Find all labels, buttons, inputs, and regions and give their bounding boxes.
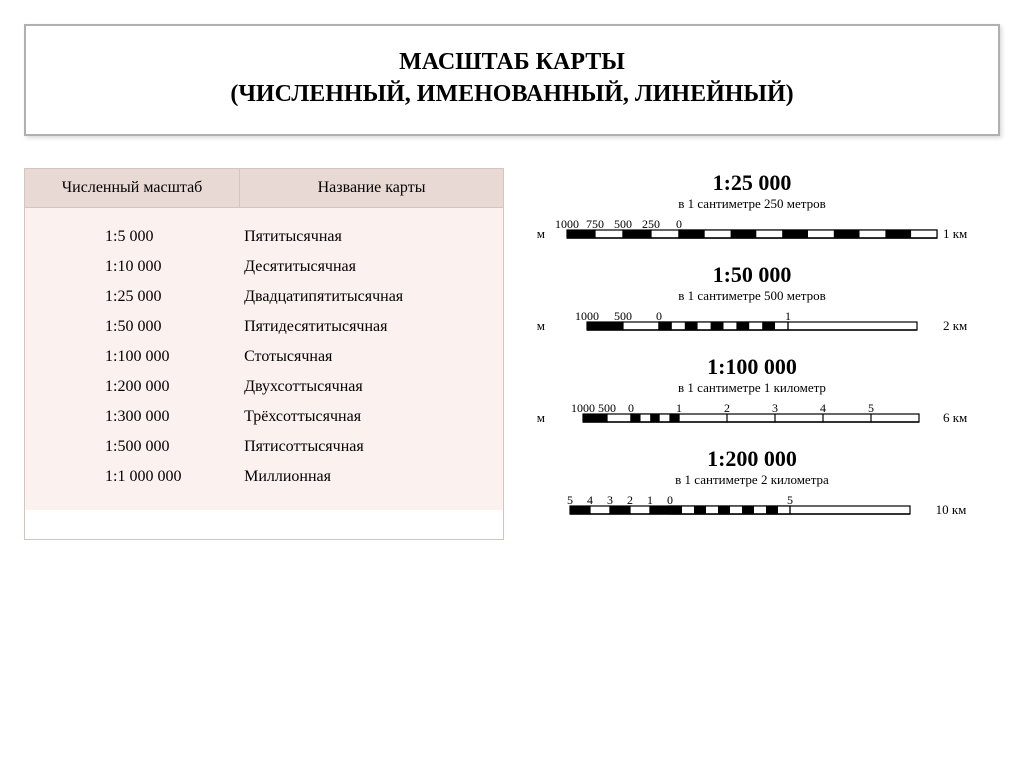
right-unit-label: 10 км <box>932 502 971 520</box>
linear-scale-block: 1:25 000 в 1 сантиметре 250 метров м 1000 75… <box>512 172 992 244</box>
cell-scale: 1:200 000 <box>25 378 240 396</box>
linear-scale-block: 1:50 000 в 1 сантиметре 500 метров м 1000 50… <box>512 264 992 336</box>
scale-bar-row: м 1000500 0 1 2 3 4 5 6 км <box>512 400 992 428</box>
right-unit-label: 6 км <box>939 410 971 428</box>
svg-text:1000: 1000 <box>571 401 595 415</box>
cell-scale: 1:300 000 <box>25 408 240 426</box>
scale-named: в 1 сантиметре 500 метров <box>512 288 992 304</box>
cell-scale: 1:100 000 <box>25 348 240 366</box>
svg-text:5: 5 <box>567 493 573 507</box>
svg-text:1: 1 <box>647 493 653 507</box>
svg-text:5: 5 <box>787 493 793 507</box>
scale-bar-row: м 1000 750 500 250 0 1 км <box>512 216 992 244</box>
cell-name: Стотысячная <box>240 348 503 366</box>
linear-scale-block: 1:100 000в 1 сантиметре 1 километрм10005… <box>512 356 992 428</box>
table-header-name: Название карты <box>240 169 503 207</box>
svg-text:3: 3 <box>607 493 613 507</box>
svg-text:250: 250 <box>642 217 660 231</box>
page-title: МАСШТАБ КАРТЫ (ЧИСЛЕННЫЙ, ИМЕНОВАННЫЙ, Л… <box>26 26 998 111</box>
svg-text:3: 3 <box>772 401 778 415</box>
svg-text:2: 2 <box>724 401 730 415</box>
cell-name: Двадцатипятитысячная <box>240 288 503 306</box>
linear-scale-block: 1:200 000в 1 сантиметре 2 километра54321… <box>512 448 992 520</box>
linear-scales-panel: 1:25 000в 1 сантиметре 250 метровм100075… <box>512 168 992 540</box>
cell-scale: 1:5 000 <box>25 228 240 246</box>
svg-text:4: 4 <box>587 493 593 507</box>
svg-text:4: 4 <box>820 401 826 415</box>
title-line-1: МАСШТАБ КАРТЫ <box>399 49 625 75</box>
cell-scale: 1:50 000 <box>25 318 240 336</box>
table-row: 1:200 000Двухсоттысячная <box>25 372 503 402</box>
svg-text:500: 500 <box>614 309 632 323</box>
svg-text:0: 0 <box>676 217 682 231</box>
left-unit-label: м <box>533 410 549 428</box>
scale-ratio: 1:50 000 <box>512 264 992 286</box>
svg-text:500: 500 <box>598 401 616 415</box>
svg-text:2: 2 <box>627 493 633 507</box>
table-row: 1:10 000Десятитысячная <box>25 252 503 282</box>
cell-name: Десятитысячная <box>240 258 503 276</box>
scale-bar-svg: 1000 750 500 250 0 <box>549 216 939 244</box>
svg-text:0: 0 <box>667 493 673 507</box>
title-line-2: (ЧИСЛЕННЫЙ, ИМЕНОВАННЫЙ, ЛИНЕЙНЫЙ) <box>230 81 793 107</box>
table-header-numeric: Численный масштаб <box>25 169 240 207</box>
table-row: 1:300 000Трёхсоттысячная <box>25 402 503 432</box>
scale-ratio: 1:200 000 <box>512 448 992 470</box>
svg-text:1000: 1000 <box>575 309 599 323</box>
table-row: 1:50 000Пятидесятитысячная <box>25 312 503 342</box>
cell-scale: 1:500 000 <box>25 438 240 456</box>
scale-name-table: Численный масштаб Название карты 1:5 000… <box>24 168 504 540</box>
right-unit-label: 1 км <box>939 226 971 244</box>
svg-text:0: 0 <box>628 401 634 415</box>
scale-bar-svg: 1000 500 0 1 <box>549 308 939 336</box>
table-header-row: Численный масштаб Название карты <box>25 169 503 208</box>
scale-bar-row: м 1000 500 0 1 2 км <box>512 308 992 336</box>
scale-named: в 1 сантиметре 1 километр <box>512 380 992 396</box>
cell-scale: 1:10 000 <box>25 258 240 276</box>
cell-scale: 1:1 000 000 <box>25 468 240 486</box>
scale-bar-svg: 1000500 0 1 2 3 4 5 <box>549 400 939 428</box>
svg-text:500: 500 <box>614 217 632 231</box>
table-row: 1:1 000 000Миллионная <box>25 462 503 492</box>
right-unit-label: 2 км <box>939 318 971 336</box>
svg-text:0: 0 <box>656 309 662 323</box>
svg-text:1000: 1000 <box>555 217 579 231</box>
table-body: 1:5 000Пятитысячная1:10 000Десятитысячна… <box>25 208 503 510</box>
table-row: 1:500 000Пятисоттысячная <box>25 432 503 462</box>
cell-name: Миллионная <box>240 468 503 486</box>
cell-scale: 1:25 000 <box>25 288 240 306</box>
cell-name: Пятисоттысячная <box>240 438 503 456</box>
scale-bar-svg: 5432105 <box>542 492 932 520</box>
cell-name: Пятидесятитысячная <box>240 318 503 336</box>
table-row: 1:100 000Стотысячная <box>25 342 503 372</box>
scale-ratio: 1:25 000 <box>512 172 992 194</box>
cell-name: Пятитысячная <box>240 228 503 246</box>
cell-name: Трёхсоттысячная <box>240 408 503 426</box>
svg-text:750: 750 <box>586 217 604 231</box>
table-row: 1:5 000Пятитысячная <box>25 222 503 252</box>
svg-text:1: 1 <box>676 401 682 415</box>
scale-named: в 1 сантиметре 250 метров <box>512 196 992 212</box>
left-unit-label <box>534 518 542 520</box>
content-row: Численный масштаб Название карты 1:5 000… <box>24 168 1000 540</box>
scale-ratio: 1:100 000 <box>512 356 992 378</box>
cell-name: Двухсоттысячная <box>240 378 503 396</box>
scale-bar-row: 543210510 км <box>512 492 992 520</box>
table-row: 1:25 000Двадцатипятитысячная <box>25 282 503 312</box>
left-unit-label: м <box>533 226 549 244</box>
left-unit-label: м <box>533 318 549 336</box>
svg-text:5: 5 <box>868 401 874 415</box>
scale-named: в 1 сантиметре 2 километра <box>512 472 992 488</box>
svg-text:1: 1 <box>785 309 791 323</box>
title-frame: МАСШТАБ КАРТЫ (ЧИСЛЕННЫЙ, ИМЕНОВАННЫЙ, Л… <box>24 24 1000 136</box>
